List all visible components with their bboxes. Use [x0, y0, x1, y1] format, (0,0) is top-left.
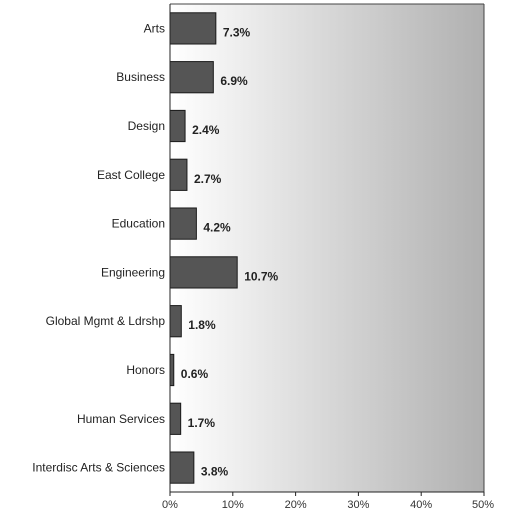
category-label: Education	[112, 217, 165, 231]
value-label: 0.6%	[181, 367, 209, 381]
bar	[169, 12, 217, 45]
bar-group: Business 6.9%	[116, 61, 248, 94]
bars-layer: Arts 7.3% Business 6.9% Design 2.4% East Colle…	[32, 12, 279, 484]
value-label: 3.8%	[201, 465, 229, 479]
x-ticks-layer: 0% 10% 20% 30% 40% 50%	[162, 492, 494, 511]
bar	[169, 158, 188, 191]
bar	[169, 207, 197, 240]
plot-area	[170, 4, 484, 492]
category-label: Interdisc Arts & Sciences	[32, 461, 165, 475]
x-tick-label: 50%	[472, 499, 494, 511]
value-label: 1.8%	[188, 318, 216, 332]
bar-group: East College 2.7%	[97, 158, 222, 191]
bar-group: Interdisc Arts & Sciences 3.8%	[32, 451, 229, 484]
bar-group: Honors 0.6%	[126, 353, 209, 387]
bar	[169, 451, 195, 484]
x-tick-label: 20%	[285, 499, 307, 511]
bar	[169, 61, 214, 94]
category-label: Engineering	[101, 265, 165, 279]
category-label: Global Mgmt & Ldrshp	[46, 314, 166, 328]
value-label: 6.9%	[220, 74, 248, 88]
value-label: 7.3%	[223, 25, 251, 39]
bar	[169, 305, 182, 338]
bar	[169, 353, 175, 387]
category-label: East College	[97, 168, 165, 182]
x-tick-label: 10%	[222, 499, 244, 511]
bar	[169, 402, 182, 435]
bar-group: Education 4.2%	[112, 207, 231, 240]
bar-group: Human Services 1.7%	[77, 402, 216, 435]
value-label: 2.7%	[194, 172, 222, 186]
bar	[169, 256, 238, 289]
bar-group: Global Mgmt & Ldrshp 1.8%	[46, 305, 216, 338]
category-label: Business	[116, 70, 165, 84]
value-label: 4.2%	[203, 221, 231, 235]
value-label: 1.7%	[188, 416, 216, 430]
category-label: Human Services	[77, 412, 165, 426]
bar-group: Design 2.4%	[128, 109, 220, 143]
bar	[169, 109, 186, 143]
category-label: Honors	[126, 363, 165, 377]
x-tick-label: 40%	[410, 499, 432, 511]
x-tick-label: 0%	[162, 499, 178, 511]
value-label: 2.4%	[192, 123, 220, 137]
category-label: Arts	[144, 21, 165, 35]
value-label: 10.7%	[244, 269, 278, 283]
x-tick-label: 30%	[347, 499, 369, 511]
category-label: Design	[128, 119, 165, 133]
